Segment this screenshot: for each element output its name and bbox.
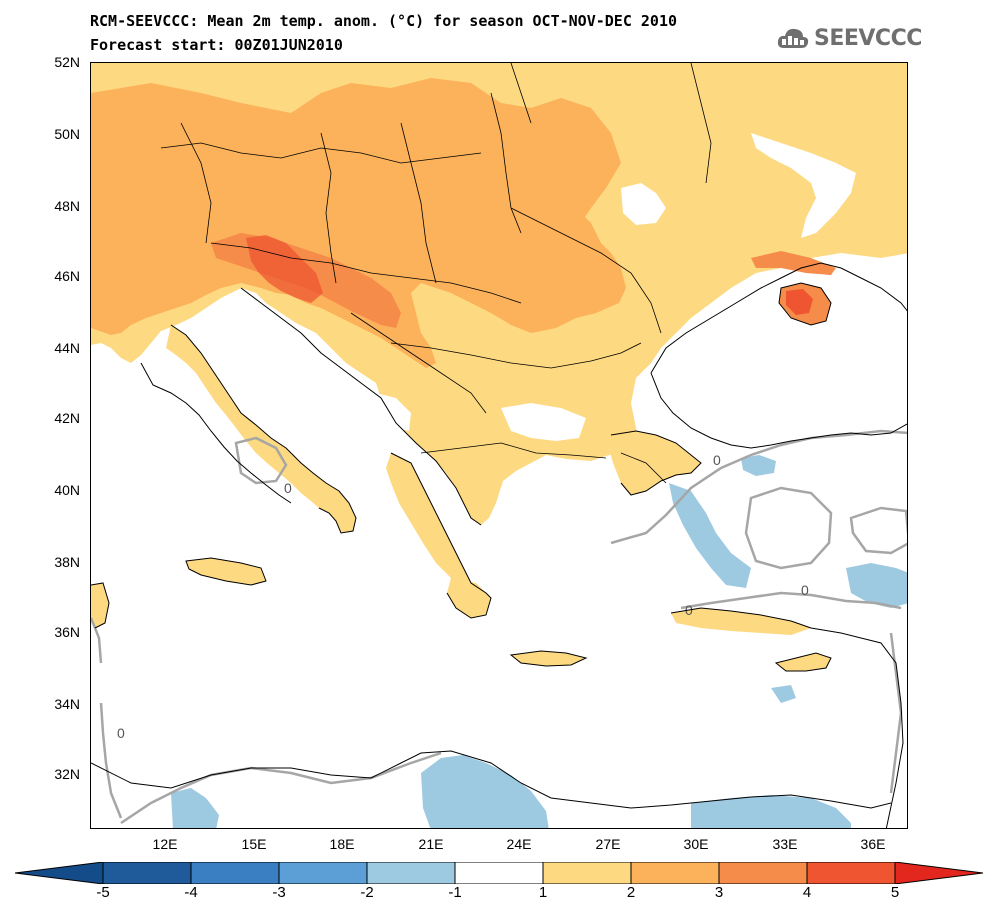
lat-label: 32N (54, 766, 80, 782)
lat-label: 48N (54, 198, 80, 214)
anatolia-south-coast-anomaly (671, 608, 811, 635)
contour-label-0: 0 (284, 480, 292, 496)
black-sea (651, 263, 907, 448)
contour-label-0: 0 (713, 452, 721, 468)
forecast-start: Forecast start: 00Z01JUN2010 (90, 36, 343, 54)
country-borders (160, 63, 712, 484)
colorbar-label: -2 (360, 884, 374, 901)
lat-label: 40N (54, 482, 80, 498)
montenegro-white-patch (376, 393, 411, 431)
crimea-anomaly-4-5 (786, 289, 813, 315)
peloponnese-anomaly (447, 578, 491, 618)
lon-label: 36E (860, 836, 886, 852)
lat-label: 34N (54, 696, 80, 712)
lat-label: 52N (54, 54, 80, 70)
lon-label: 12E (152, 836, 178, 852)
neg-anomaly-libya-1 (421, 755, 549, 828)
colorbar-label: 3 (714, 884, 724, 901)
colorbar-label: 2 (626, 884, 636, 901)
italy-interior-white (141, 363, 296, 503)
lat-label: 36N (54, 624, 80, 640)
map-title: RCM-SEEVCCC: Mean 2m temp. anom. (°C) fo… (90, 12, 677, 30)
colorbar-bin (718, 862, 808, 884)
colorbar-bin (278, 862, 368, 884)
lon-label: 15E (241, 836, 267, 852)
lon-label: 24E (506, 836, 532, 852)
anomaly-map: 0 0 0 0 0 (90, 62, 908, 829)
lat-label: 42N (54, 410, 80, 426)
colorbar-bin (454, 862, 544, 884)
balkan-white-patch (501, 403, 586, 441)
colorbar-bin (806, 862, 896, 884)
coastlines (91, 262, 907, 828)
lat-label: 50N (54, 126, 80, 142)
colorbar-label: 4 (802, 884, 812, 901)
lat-label: 38N (54, 554, 80, 570)
colorbar-bin (630, 862, 720, 884)
crete-anomaly (511, 651, 586, 666)
lon-label: 33E (772, 836, 798, 852)
colorbar-label: -4 (184, 884, 198, 901)
seevccc-logo: SEEVCCC (776, 22, 922, 54)
neg-anomaly-anatolia-east (846, 563, 907, 608)
neg-anomaly-cyprus-south (771, 685, 796, 703)
ukraine-white-patch-2 (621, 183, 666, 225)
colorbar-min-arrow (15, 862, 104, 884)
colorbar-bin (190, 862, 280, 884)
colorbar-label: -3 (272, 884, 286, 901)
neg-anomaly-egypt (691, 795, 851, 828)
colorbar (15, 862, 983, 884)
sardinia-land-anomaly (91, 583, 109, 628)
logo-text: SEEVCCC (814, 25, 922, 51)
lon-label: 27E (595, 836, 621, 852)
anatolia-coast-anomaly (609, 431, 701, 495)
neg-anomaly-libya-2 (171, 788, 219, 828)
neg-anomaly-anatolia-north (741, 455, 776, 476)
cyprus-anomaly (776, 653, 831, 671)
contour-label-0: 0 (801, 582, 809, 598)
italy-land-anomaly (166, 325, 356, 533)
lon-label: 30E (683, 836, 709, 852)
anomaly-4-5-slovenia-croatia (246, 235, 323, 303)
anomaly-2-3-carpathians (511, 188, 616, 318)
colorbar-bin (366, 862, 456, 884)
colorbar-label: -5 (96, 884, 110, 901)
colorbar-bin (102, 862, 192, 884)
lat-label: 44N (54, 340, 80, 356)
lon-label: 18E (329, 836, 355, 852)
azov-coast-anomaly (751, 251, 836, 275)
map-canvas: 0 0 0 0 0 (91, 63, 907, 828)
colorbar-max-arrow (894, 862, 983, 884)
anomaly-2-3-central-europe (91, 78, 626, 368)
colorbar-label: 1 (538, 884, 548, 901)
colorbar-label: 5 (890, 884, 900, 901)
colorbar-bin (542, 862, 632, 884)
cloud-logo-icon (777, 28, 809, 48)
ukraine-white-patch (751, 133, 856, 238)
lat-label: 46N (54, 268, 80, 284)
colorbar-label: -1 (448, 884, 462, 901)
neg-anomaly-anatolia-west (669, 483, 751, 588)
contour-label-0: 0 (117, 725, 125, 741)
lon-label: 21E (418, 836, 444, 852)
